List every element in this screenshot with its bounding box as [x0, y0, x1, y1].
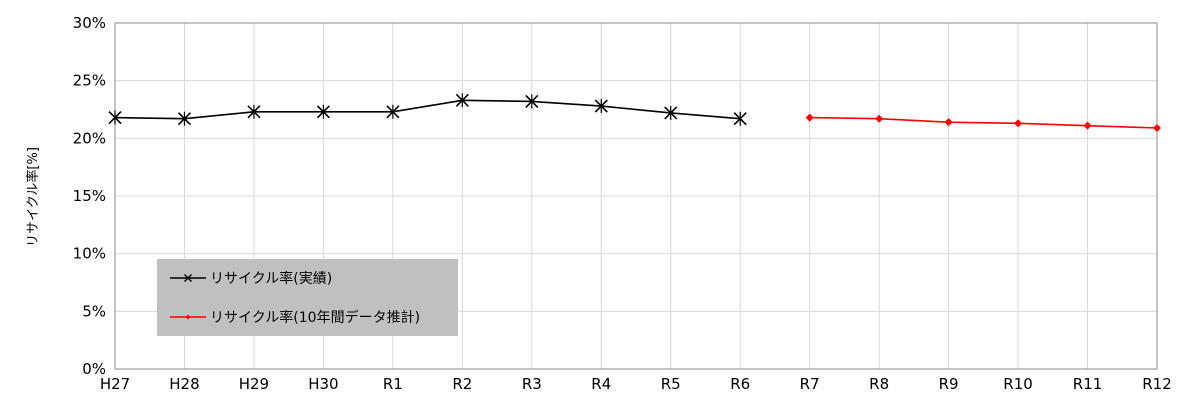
- legend: リサイクル率(実績) リサイクル率(10年間データ推計): [157, 259, 458, 336]
- x-tick-label: R5: [661, 375, 681, 393]
- data-point-marker: [805, 113, 814, 122]
- x-tick-label: R10: [1003, 375, 1033, 393]
- plot-area-border: [114, 22, 1158, 370]
- y-axis-tick-labels: 0% 5% 10% 15% 20% 25% 30%: [73, 14, 106, 378]
- x-tick-label: R1: [383, 375, 403, 393]
- x-tick-label: R11: [1073, 375, 1103, 393]
- series-1: [108, 93, 747, 126]
- y-tick-label: 20%: [73, 129, 106, 147]
- y-tick-label: 30%: [73, 14, 106, 32]
- data-point-marker: [1083, 121, 1092, 130]
- legend-item: リサイクル率(10年間データ推計): [170, 309, 420, 326]
- x-tick-label: H27: [100, 375, 130, 393]
- legend-item: リサイクル率(実績): [170, 270, 332, 287]
- x-tick-label: H29: [239, 375, 269, 393]
- x-axis-tick-labels: H27 H28 H29 H30 R1 R2 R3 R4 R5 R6 R7 R8 R9 R10 R11 R12: [100, 375, 1172, 393]
- x-tick-label: H28: [169, 375, 199, 393]
- data-point-marker: [1014, 119, 1023, 128]
- data-point-marker: [944, 118, 953, 127]
- y-tick-label: 5%: [82, 302, 106, 320]
- legend-label: リサイクル率(実績): [210, 270, 332, 287]
- x-tick-label: R4: [591, 375, 611, 393]
- grid-lines: [115, 23, 1157, 369]
- series-2: [805, 113, 1161, 132]
- y-axis-label: リサイクル率[%]: [25, 147, 41, 247]
- legend-marker: [184, 274, 192, 282]
- y-tick-label: 25%: [73, 72, 106, 90]
- legend-marker: [185, 314, 191, 320]
- legend-label: リサイクル率(10年間データ推計): [210, 309, 420, 326]
- x-tick-label: R7: [800, 375, 820, 393]
- x-tick-label: R8: [869, 375, 889, 393]
- y-tick-label: 0%: [82, 360, 106, 378]
- x-tick-label: H30: [308, 375, 338, 393]
- series-layer: [108, 93, 1161, 132]
- x-tick-label: R12: [1142, 375, 1172, 393]
- data-point-marker: [1153, 123, 1161, 132]
- series-line: [809, 116, 1158, 129]
- y-tick-label: 10%: [73, 245, 106, 263]
- x-tick-label: R3: [522, 375, 542, 393]
- x-tick-label: R6: [730, 375, 750, 393]
- legend-background: [157, 259, 458, 336]
- series-line: [114, 99, 741, 120]
- x-tick-label: R2: [452, 375, 472, 393]
- x-tick-label: R9: [939, 375, 959, 393]
- data-point-marker: [875, 114, 884, 123]
- y-tick-label: 15%: [73, 187, 106, 205]
